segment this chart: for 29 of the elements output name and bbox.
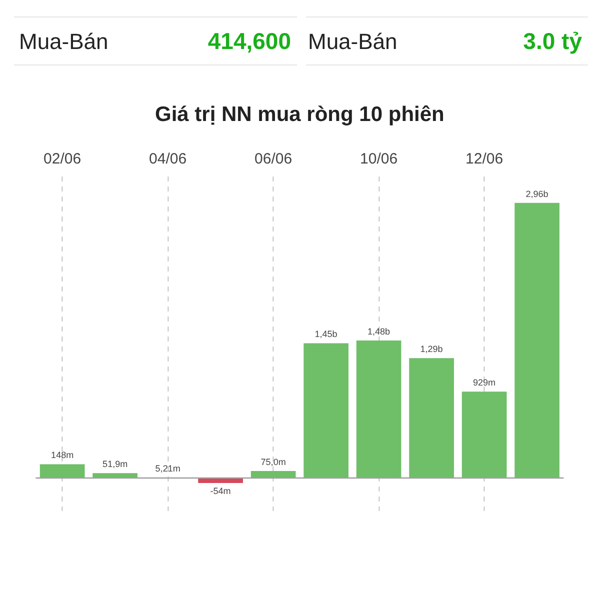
x-tick-label: 04/06 (149, 150, 187, 168)
bar (514, 202, 560, 478)
bar (198, 478, 243, 483)
text: 414,600 (208, 28, 291, 54)
text: Mua-Bán (308, 29, 398, 54)
x-tick-label: 10/06 (360, 150, 398, 168)
data-label: 5,21m (155, 463, 180, 474)
data-label: 929m (473, 378, 496, 388)
chart-title: Giá trị NN mua ròng 10 phiên (154, 103, 444, 126)
bar (409, 358, 454, 478)
data-label: 1,45b (314, 329, 338, 340)
data-label: 148m (51, 450, 74, 460)
bar (92, 473, 138, 478)
bar (462, 392, 507, 478)
data-label: -54m (210, 486, 231, 496)
data-label: 1,48b (368, 326, 390, 336)
data-label: 51,9m (102, 459, 128, 470)
data-label: 2,96b (526, 188, 548, 199)
bar (304, 343, 348, 478)
bar (356, 340, 402, 478)
bar (250, 471, 296, 478)
data-label: 75,0m (260, 457, 286, 468)
x-tick-label: 12/06 (466, 150, 504, 168)
bar (40, 464, 85, 478)
text: 3.0 tỷ (523, 28, 582, 54)
data-label: 1,29b (420, 344, 443, 354)
text: Mua-Bán (19, 29, 108, 54)
x-tick-label: 02/06 (44, 150, 82, 168)
x-tick-label: 06/06 (254, 150, 292, 168)
